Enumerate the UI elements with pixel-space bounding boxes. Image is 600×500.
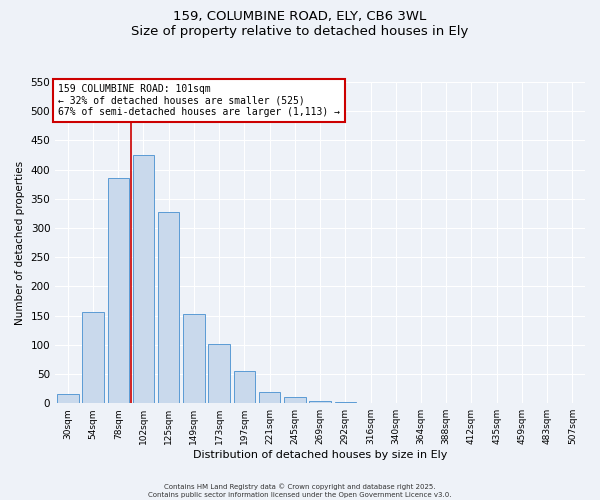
Bar <box>259 392 280 403</box>
Bar <box>107 178 129 403</box>
Bar <box>310 402 331 403</box>
Y-axis label: Number of detached properties: Number of detached properties <box>15 160 25 324</box>
Bar <box>158 212 179 403</box>
Bar <box>233 371 255 403</box>
Bar <box>410 402 432 403</box>
Bar <box>183 314 205 403</box>
Text: 159 COLUMBINE ROAD: 101sqm
← 32% of detached houses are smaller (525)
67% of sem: 159 COLUMBINE ROAD: 101sqm ← 32% of deta… <box>58 84 340 117</box>
Bar <box>57 394 79 403</box>
Text: Contains HM Land Registry data © Crown copyright and database right 2025.
Contai: Contains HM Land Registry data © Crown c… <box>148 484 452 498</box>
Bar <box>335 402 356 403</box>
Bar <box>385 402 406 403</box>
Bar <box>208 344 230 403</box>
Text: 159, COLUMBINE ROAD, ELY, CB6 3WL
Size of property relative to detached houses i: 159, COLUMBINE ROAD, ELY, CB6 3WL Size o… <box>131 10 469 38</box>
Bar <box>360 402 381 403</box>
X-axis label: Distribution of detached houses by size in Ely: Distribution of detached houses by size … <box>193 450 447 460</box>
Bar <box>82 312 104 403</box>
Bar <box>284 398 305 403</box>
Bar <box>133 155 154 403</box>
